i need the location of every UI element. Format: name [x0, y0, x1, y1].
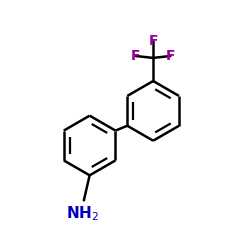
Text: F: F: [166, 49, 175, 63]
Text: F: F: [131, 49, 140, 63]
Text: NH$_2$: NH$_2$: [66, 204, 100, 223]
Text: F: F: [148, 34, 158, 48]
